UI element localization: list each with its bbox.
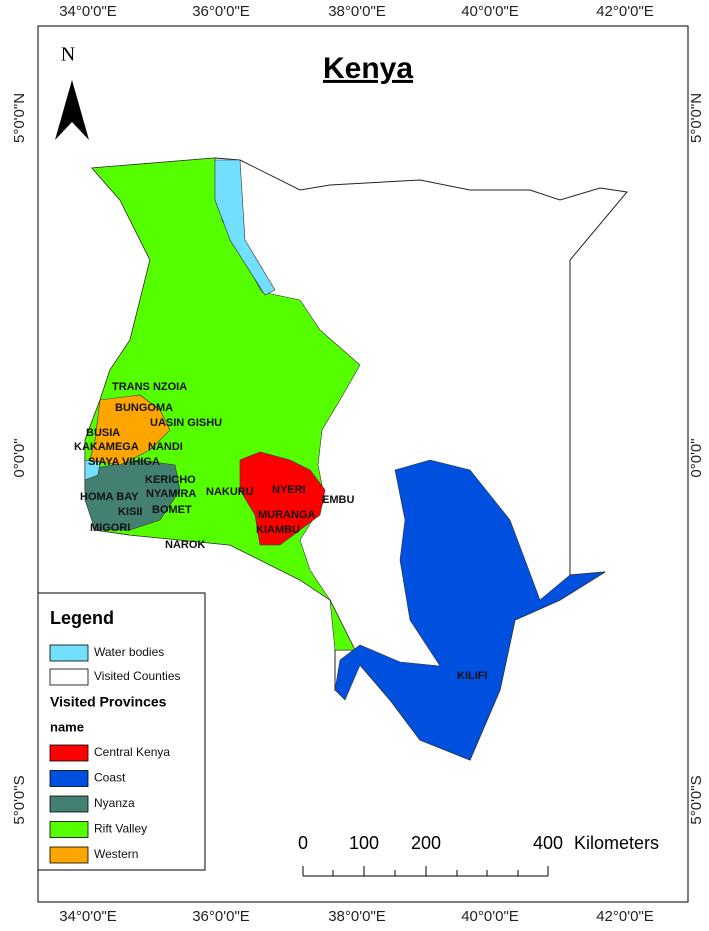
legend-label: Western bbox=[94, 847, 138, 861]
legend-label: Nyanza bbox=[94, 796, 135, 810]
latitude-label: 0°0'0" bbox=[11, 438, 28, 477]
latitude-label: 5°0'0"N bbox=[688, 93, 705, 143]
legend-label: Central Kenya bbox=[94, 745, 170, 759]
legend-swatch bbox=[49, 770, 89, 787]
latitude-label: 5°0'0"N bbox=[11, 93, 28, 143]
central-kenya bbox=[239, 451, 326, 546]
legend-label: Rift Valley bbox=[94, 822, 147, 836]
legend-swatch bbox=[49, 744, 89, 762]
scale-unit: Kilometers bbox=[574, 833, 659, 853]
legend-label: Coast bbox=[94, 771, 126, 785]
lake-victoria bbox=[84, 459, 101, 481]
longitude-label: 34°0'0"E bbox=[59, 3, 117, 20]
longitude-label: 36°0'0"E bbox=[192, 908, 250, 925]
legend-swatch bbox=[49, 644, 89, 662]
county-label: NANDI bbox=[148, 441, 183, 453]
county-label: KILIFI bbox=[457, 670, 488, 682]
latitude-label: 0°0'0" bbox=[688, 438, 705, 477]
county-label: UASIN GISHU bbox=[150, 417, 222, 429]
coast bbox=[334, 459, 606, 761]
legend-swatch bbox=[49, 821, 89, 838]
lake-turkana bbox=[214, 159, 276, 296]
county-label: MURANGA bbox=[258, 509, 315, 521]
longitude-label: 36°0'0"E bbox=[192, 3, 250, 20]
county-label: KISII bbox=[118, 506, 142, 518]
county-label: NAROK bbox=[165, 539, 205, 551]
county-label: NYERI bbox=[272, 484, 306, 496]
latitude-label: 5°0'0"S bbox=[688, 775, 705, 824]
longitude-label: 40°0'0"E bbox=[461, 908, 519, 925]
county-label: NAKURU bbox=[206, 486, 254, 498]
county-label: EMBU bbox=[322, 494, 354, 506]
longitude-label: 38°0'0"E bbox=[328, 3, 386, 20]
legend-group-title: Visited Provinces bbox=[50, 694, 167, 710]
scale-label: 400 bbox=[533, 833, 563, 853]
legend-swatch bbox=[49, 795, 89, 813]
county-label: TRANS NZOIA bbox=[112, 381, 187, 393]
legend-title: Legend bbox=[50, 608, 114, 628]
nyanza bbox=[84, 459, 181, 531]
longitude-label: 42°0'0"E bbox=[596, 3, 654, 20]
county-label: KIAMBU bbox=[256, 524, 300, 536]
western bbox=[89, 394, 171, 466]
scale-bar bbox=[302, 866, 549, 877]
county-label: BOMET bbox=[152, 504, 192, 516]
longitude-label: 42°0'0"E bbox=[596, 908, 654, 925]
county-label: VIHIGA bbox=[122, 456, 160, 468]
legend-label: Water bodies bbox=[94, 645, 164, 659]
latitude-label: 5°0'0"S bbox=[11, 775, 28, 824]
north-label: N bbox=[61, 44, 75, 66]
legend-swatch bbox=[49, 668, 89, 686]
longitude-label: 38°0'0"E bbox=[328, 908, 386, 925]
longitude-label: 40°0'0"E bbox=[461, 3, 519, 20]
county-label: KAKAMEGA bbox=[74, 441, 139, 453]
county-label: NYAMIRA bbox=[146, 488, 196, 500]
legend-label: Visited Counties bbox=[94, 669, 181, 683]
county-label: KERICHO bbox=[145, 474, 196, 486]
legend-field: name bbox=[50, 719, 84, 734]
scale-label: 200 bbox=[411, 833, 441, 853]
scale-label: 100 bbox=[349, 833, 379, 853]
county-label: SIAYA bbox=[88, 456, 120, 468]
north-arrow bbox=[55, 80, 89, 140]
county-label: HOMA BAY bbox=[80, 491, 139, 503]
longitude-label: 34°0'0"E bbox=[59, 908, 117, 925]
map-title: Kenya bbox=[323, 52, 413, 85]
legend-swatch bbox=[49, 846, 89, 864]
county-label: BUSIA bbox=[86, 427, 120, 439]
county-label: BUNGOMA bbox=[115, 402, 173, 414]
county-label: MIGORI bbox=[90, 522, 130, 534]
scale-label: 0 bbox=[298, 833, 308, 853]
